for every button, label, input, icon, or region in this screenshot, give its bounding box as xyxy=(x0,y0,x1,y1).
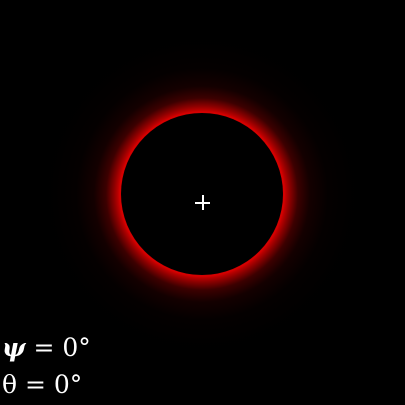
theta-value: 0° xyxy=(53,370,83,399)
crosshair-vertical-bar xyxy=(201,195,204,210)
black-hole-shadow xyxy=(121,113,283,275)
crosshair-icon xyxy=(195,195,210,210)
psi-equals: = xyxy=(25,333,63,362)
theta-equals: = xyxy=(17,370,54,399)
theta-readout: θ = 0° xyxy=(2,370,82,400)
psi-readout: ψ = 0° xyxy=(2,333,91,363)
psi-value: 0° xyxy=(62,333,91,362)
theta-symbol: θ xyxy=(2,370,18,399)
psi-symbol: ψ xyxy=(2,333,26,362)
